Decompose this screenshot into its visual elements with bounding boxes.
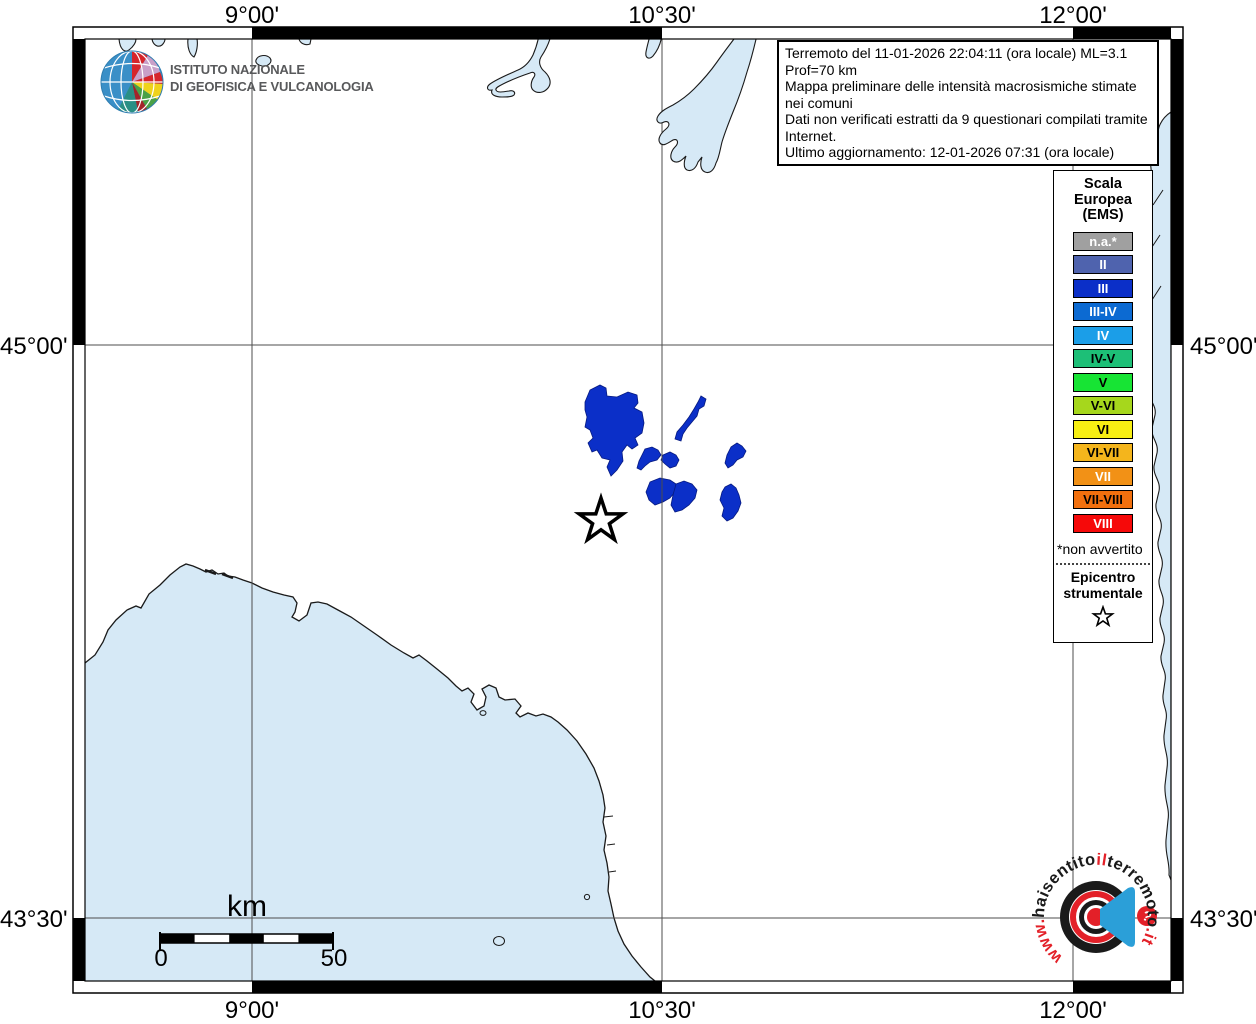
map-frame-bands [73,27,1183,993]
breakwater-marks [204,568,234,580]
epicenter-star-icon [1091,604,1115,627]
axis-label-lon-12-top: 12°00' [1039,2,1107,29]
axis-label-lat-45-left: 45°00' [0,333,68,360]
axis-label-lon-1030-bottom: 10°30' [628,997,696,1024]
megaphone-icon [1100,887,1135,947]
axis-label-lat-4330-left: 43°30' [0,906,68,933]
legend-swatch-vi: VI [1073,419,1133,439]
legend-swatch-vi-vii: VI-VII [1073,443,1133,462]
legend-title-line1: Scala [1084,176,1122,192]
scale-bar-end: 50 [321,945,348,972]
municipality-polygon [636,446,662,471]
earthquake-info-box: Terremoto del 11-01-2026 22:04:11 (ora l… [777,40,1159,166]
legend-swatch-vii-viii: VII-VIII [1073,490,1133,509]
legend-swatch-vii: VII [1073,466,1133,486]
municipality-polygon [719,483,742,522]
legend-divider [1056,562,1150,565]
ingv-logo-line2: DI GEOFISICA E VULCANOLOGIA [170,79,374,94]
island-small [583,893,591,901]
axis-label-lon-9-bottom: 9°00' [224,997,280,1024]
legend-swatch-v-vi: V-VI [1073,396,1133,415]
island-small [479,710,487,716]
ems-scale-legend: Scala Europea (EMS) n.a.* II III III-IV … [1053,170,1153,643]
map-frame-inner [84,38,1172,982]
municipality-polygon [670,480,698,513]
legend-swatch-na: n.a.* [1073,231,1133,251]
info-line-questionnaires: Dati non verificati estratti da 9 questi… [785,111,1148,144]
island-small [493,936,505,946]
legend-footnote: *non avvertito [1057,540,1143,557]
legend-title: Scala Europea (EMS) [1054,171,1152,224]
lake-iseo [487,39,551,98]
legend-items: n.a.* II III III-IV IV IV-V V V-VI VI VI… [1054,231,1152,533]
lakes [118,39,757,174]
river-ticks [603,815,617,873]
legend-epicenter-line2: strumentale [1063,584,1143,601]
ingv-logo: ISTITUTO NAZIONALE DI GEOFISICA E VULCAN… [170,61,374,95]
question-icon [1137,906,1157,926]
legend-title-line2: Europea [1073,191,1132,208]
legend-title-line3: (EMS) [1082,207,1124,223]
legend-swatch-iv: IV [1073,325,1133,345]
axis-label-lon-12-bottom: 12°00' [1039,997,1107,1024]
info-line-map-type: Mappa preliminare delle intensità macros… [785,78,1137,111]
ingv-logo-line1: ISTITUTO NAZIONALE [170,62,305,77]
municipality-polygons [584,384,747,522]
coastline [85,563,656,981]
municipality-polygon [674,395,707,442]
ligurian-sea [85,564,655,981]
legend-swatch-viii: VIII [1073,513,1133,533]
scale-bar-start: 0 [154,945,167,972]
axis-label-lon-1030-top: 10°30' [628,2,696,29]
lake-garda [656,39,757,174]
legend-epicenter-label: Epicentro strumentale [1054,569,1152,601]
axis-label-lat-4330-right: 43°30' [1190,906,1256,933]
scale-bar-unit: km [227,890,267,923]
ingv-globe-icon [100,50,164,114]
legend-swatch-iii-iv: III-IV [1073,302,1133,321]
municipality-polygon [584,384,645,477]
legend-swatch-iii: III [1073,278,1133,298]
legend-epicenter-line1: Epicentro [1070,568,1136,585]
legend-swatch-iv-v: IV-V [1073,349,1133,368]
axis-label-lat-45-right: 45°00' [1190,333,1256,360]
legend-swatch-ii: II [1073,255,1133,274]
epicenter-star [573,492,629,545]
info-line-updated: Ultimo aggiornamento: 12-01-2026 07:31 (… [785,144,1115,160]
info-line-event: Terremoto del 11-01-2026 22:04:11 (ora l… [785,45,1128,78]
municipality-polygon [645,477,677,506]
municipality-polygon [724,442,747,469]
legend-swatch-v: V [1073,372,1133,392]
scale-bar: km 0 50 [154,890,347,972]
axis-label-lon-9-top: 9°00' [224,2,280,29]
